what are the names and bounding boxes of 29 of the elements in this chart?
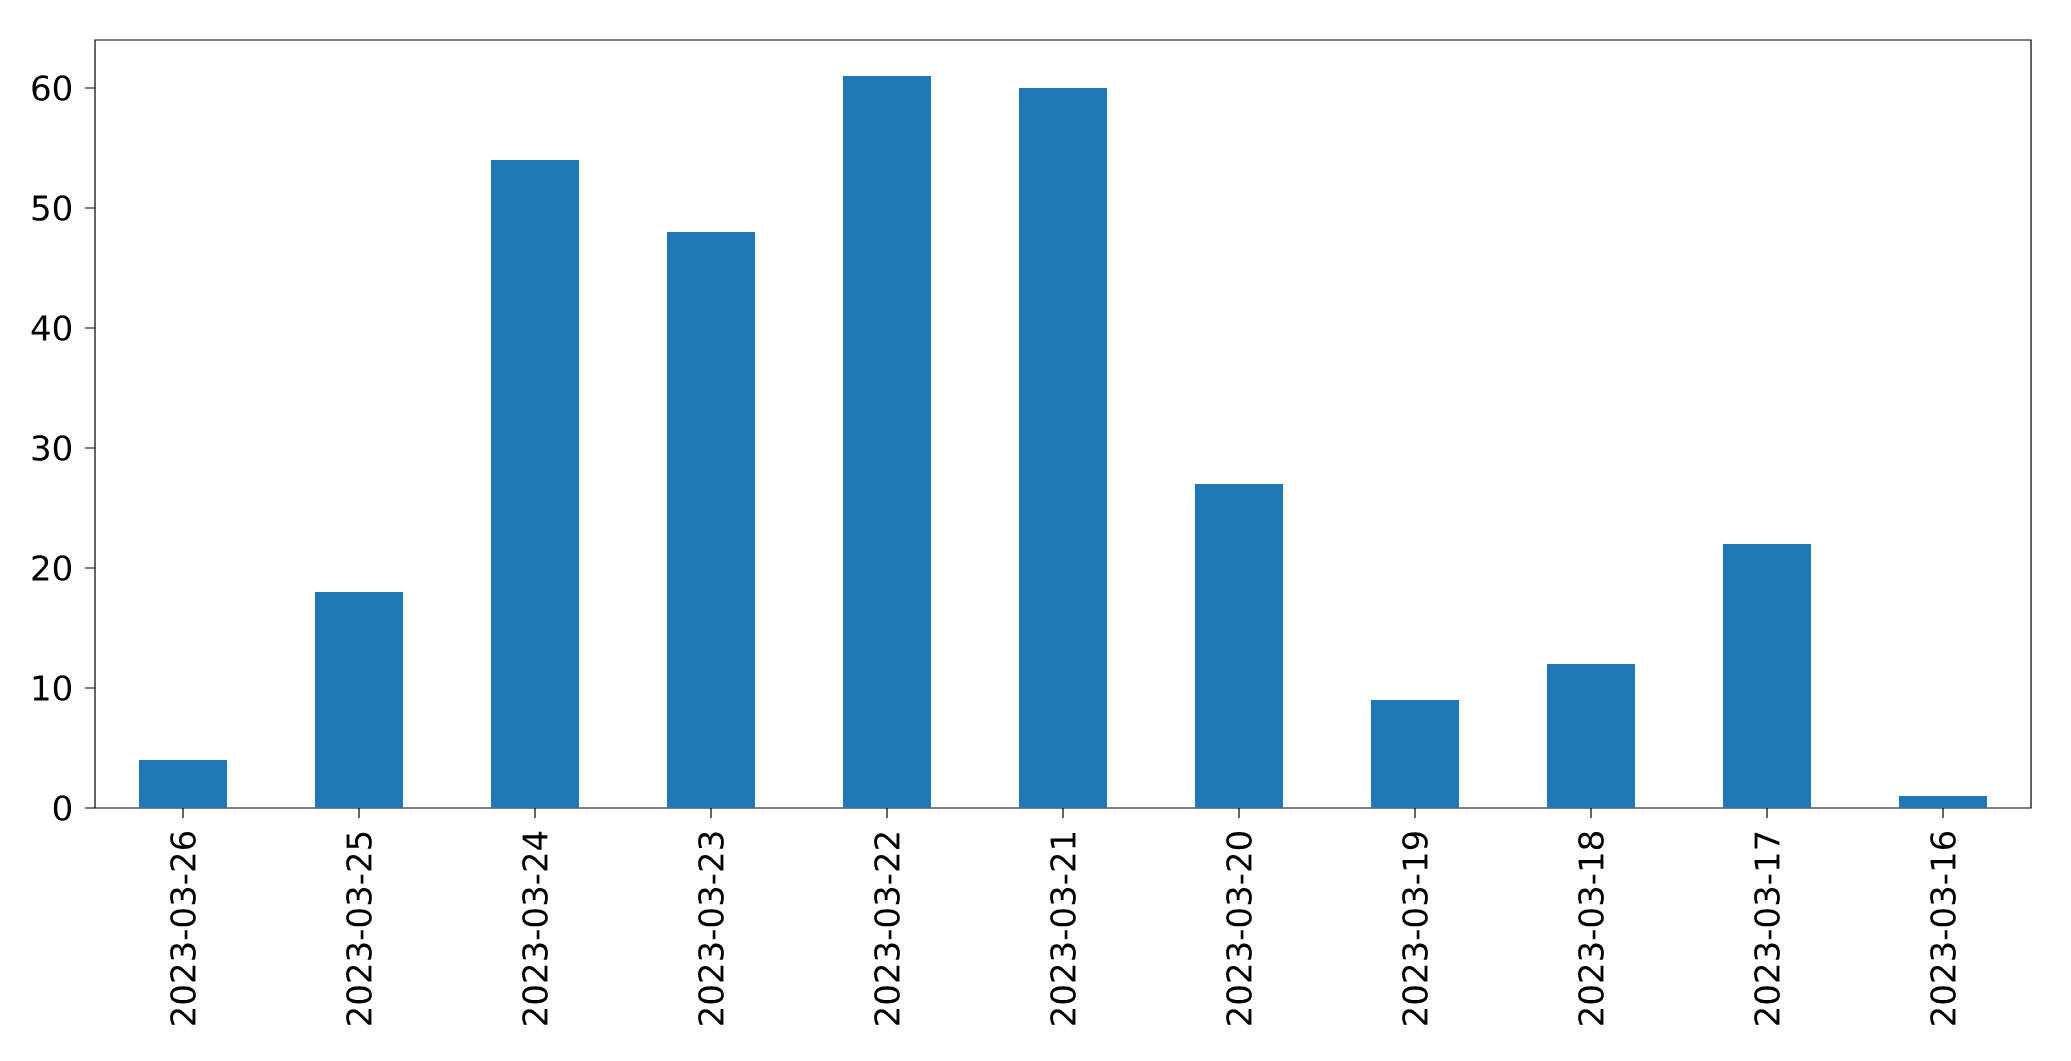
- bar: [1547, 664, 1636, 808]
- y-tick-label: 10: [33, 675, 72, 701]
- x-tick-label: 2023-03-17: [1754, 832, 1780, 1025]
- bar: [139, 760, 228, 808]
- x-tick-label: 2023-03-26: [170, 831, 196, 1025]
- x-tick-label: 2023-03-22: [874, 833, 900, 1025]
- bar: [1899, 796, 1988, 808]
- bar: [667, 232, 756, 808]
- bar: [843, 76, 932, 808]
- x-tick-label: 2023-03-23: [698, 832, 724, 1025]
- x-tick-label: 2023-03-18: [1578, 832, 1604, 1025]
- bar: [1019, 88, 1108, 808]
- x-tick-label: 2023-03-25: [346, 832, 372, 1025]
- bar: [1371, 700, 1460, 808]
- x-tick-label: 2023-03-19: [1402, 832, 1428, 1025]
- y-tick-label: 30: [32, 435, 72, 461]
- y-tick-label: 0: [53, 795, 72, 821]
- y-tick-label: 50: [32, 195, 72, 221]
- bar: [1195, 484, 1284, 808]
- bar: [315, 592, 404, 808]
- x-tick-label: 2023-03-21: [1050, 832, 1076, 1025]
- x-tick-label: 2023-03-16: [1930, 831, 1956, 1025]
- x-tick-label: 2023-03-20: [1226, 832, 1252, 1025]
- bar: [1723, 544, 1812, 808]
- y-tick-label: 60: [32, 75, 72, 101]
- x-tick-label: 2023-03-24: [522, 831, 548, 1025]
- y-tick-label: 40: [31, 315, 72, 341]
- y-tick-label: 20: [32, 555, 72, 581]
- bar: [491, 160, 580, 808]
